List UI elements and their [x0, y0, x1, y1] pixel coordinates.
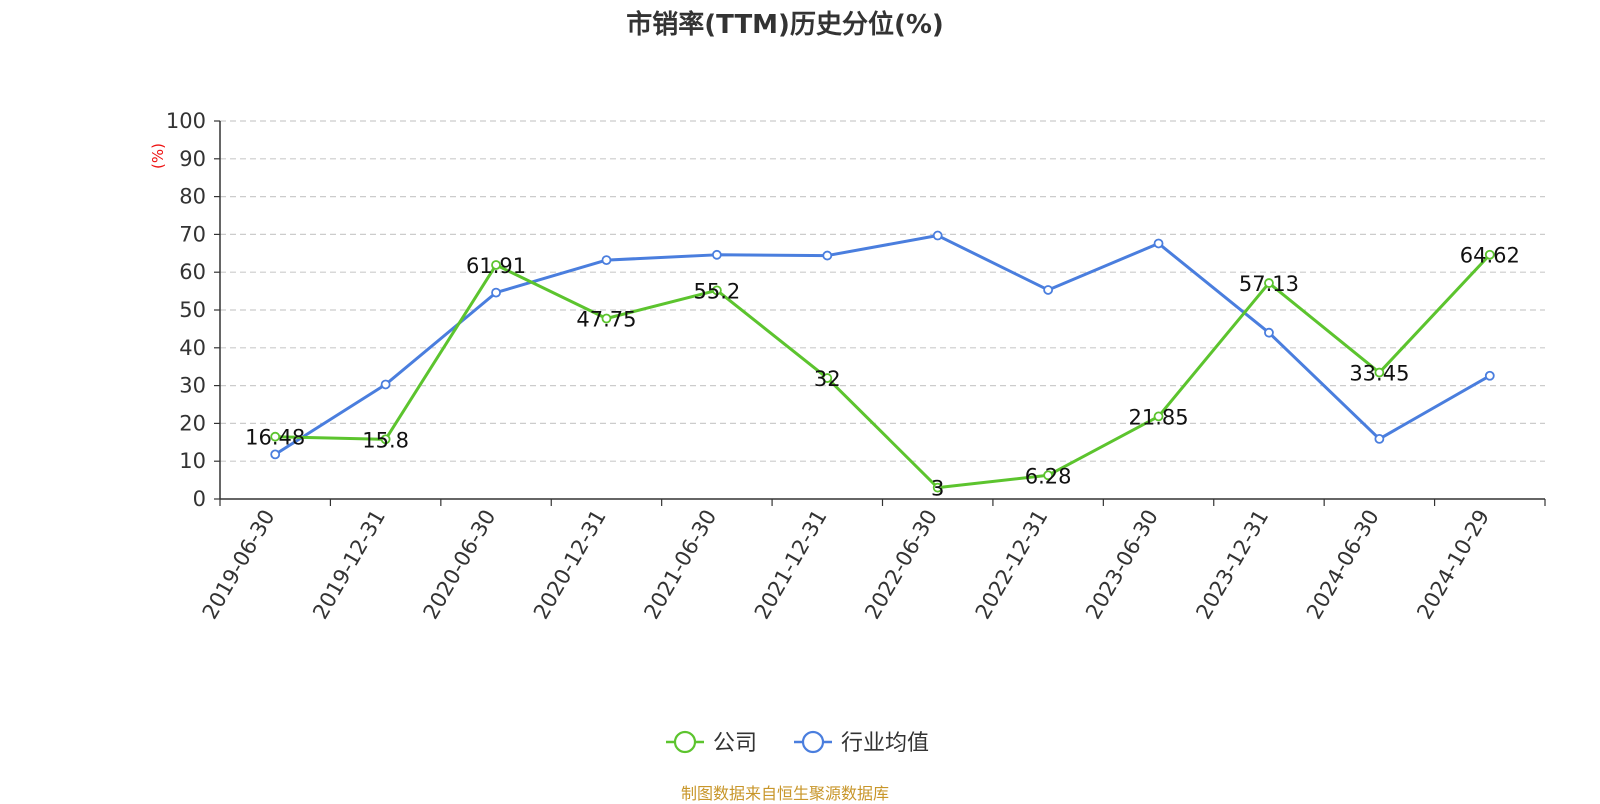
data-point: [1374, 433, 1385, 444]
legend-marker: [673, 730, 697, 754]
x-tick-label: 2019-06-30: [198, 506, 280, 624]
axis-layer: 0 10 20 30 40 50 60 70 80 90 100 (%) 2019-06-30 2019-…: [149, 109, 1546, 624]
y-tick-label: 20: [179, 411, 206, 435]
series-line-industry-average: [274, 234, 1491, 456]
data-point: [822, 250, 833, 261]
chart-title: 市销率(TTM)历史分位(%): [626, 10, 944, 40]
legend-item-industry-average: 行业均值: [794, 730, 929, 756]
x-tick-label: 2020-06-30: [419, 505, 501, 623]
y-tick-label: 100: [166, 109, 206, 133]
x-tick-label: 2023-06-30: [1081, 506, 1163, 624]
data-point: [1264, 327, 1274, 338]
data-point: [711, 285, 722, 296]
legend: 公司 行业均值: [666, 730, 929, 756]
data-point: [601, 255, 612, 266]
data-label: 32: [814, 367, 841, 391]
data-point: [1374, 367, 1385, 378]
data-point: [491, 260, 501, 270]
data-point: [1153, 411, 1164, 422]
legend-item-company: 公司: [666, 730, 757, 756]
data-label: 61.91: [466, 254, 526, 278]
data-point: [1153, 238, 1164, 249]
data-label: 47.75: [576, 308, 636, 332]
data-label: 55.2: [693, 279, 740, 303]
data-label-layer: 16.48 15.8 61.91 47.75 55.2 32 3 6.28 21.85 57.13…: [245, 244, 1520, 501]
data-label: 16.48: [245, 426, 305, 450]
x-tick-label: 2022-12-31: [971, 506, 1053, 624]
x-tick-label: 2022-06-30: [860, 505, 942, 623]
data-point: [270, 431, 281, 442]
y-tick-label: 70: [179, 222, 206, 246]
y-tick-label: 90: [179, 147, 206, 171]
data-point: [1264, 278, 1274, 288]
data-label: 3: [931, 477, 944, 501]
data-label: 21.85: [1128, 405, 1188, 429]
data-label: 64.62: [1460, 244, 1520, 268]
x-tick-label: 2020-12-31: [529, 506, 611, 624]
y-tick-label: 50: [179, 298, 206, 322]
data-point: [932, 230, 943, 241]
data-source-note: 制图数据来自恒生聚源数据库: [680, 784, 889, 803]
legend-label: 行业均值: [841, 731, 929, 756]
x-tick-label: 2019-12-31: [308, 506, 390, 624]
data-point: [601, 313, 612, 324]
x-tick-label: 2024-06-30: [1302, 506, 1384, 624]
x-tick-label: 2021-06-30: [639, 506, 721, 624]
data-point: [270, 449, 281, 460]
data-label: 33.45: [1349, 362, 1409, 386]
data-point: [491, 287, 501, 298]
data-point: [711, 249, 722, 260]
y-axis-label: (%): [149, 143, 167, 169]
data-label: 15.8: [362, 428, 409, 452]
x-tick-label: 2024-10-29: [1412, 506, 1494, 624]
series-layer: [270, 230, 1495, 493]
data-label: 57.13: [1239, 272, 1299, 296]
y-tick-label: 10: [179, 449, 206, 473]
data-point: [1484, 249, 1495, 260]
x-tick-label: 2021-12-31: [750, 506, 832, 624]
y-tick-label: 30: [179, 374, 206, 398]
y-tick-label: 60: [179, 260, 206, 284]
data-point: [822, 373, 833, 383]
data-point: [380, 379, 391, 390]
data-point: [932, 482, 943, 493]
data-point: [1043, 285, 1054, 295]
x-tick-label: 2023-12-31: [1191, 506, 1273, 624]
data-point: [1484, 370, 1495, 381]
data-point: [380, 434, 391, 445]
data-label: 6.28: [1025, 464, 1072, 488]
y-tick-label: 0: [193, 487, 206, 511]
data-point: [1043, 470, 1054, 481]
legend-label: 公司: [713, 731, 757, 756]
y-tick-label: 40: [179, 336, 206, 360]
y-tick-label: 80: [179, 185, 206, 209]
series-line-company: [275, 253, 1491, 490]
grid-layer: [220, 120, 1545, 462]
legend-marker: [801, 730, 825, 754]
